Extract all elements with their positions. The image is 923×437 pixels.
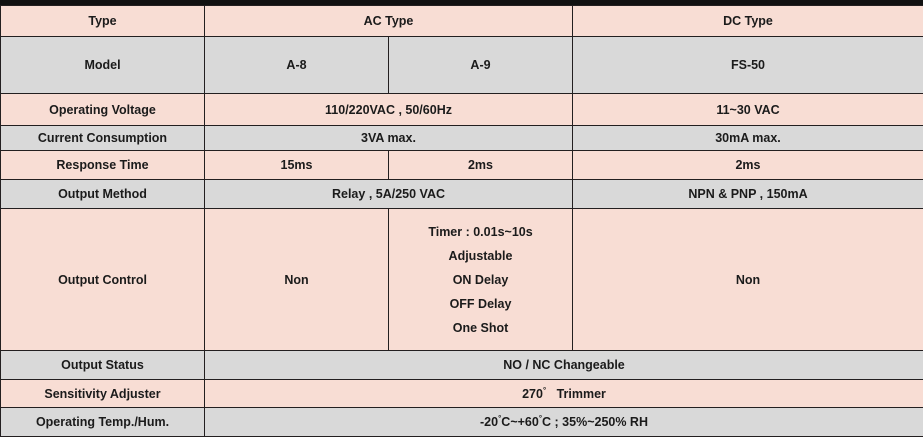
cell-output-control-a8: Non <box>205 209 389 351</box>
row-label-sensitivity-adjuster: Sensitivity Adjuster <box>1 380 205 408</box>
cell-current-consumption-dc: 30mA max. <box>573 126 923 151</box>
table-row: Output Status NO / NC Changeable <box>1 351 923 380</box>
table-row: Operating Temp./Hum. -20°C~+60°C ; 35%~2… <box>1 408 923 437</box>
cell-model-a9: A-9 <box>389 37 573 94</box>
cell-ac-type-header: AC Type <box>205 6 573 37</box>
output-control-line: ON Delay <box>395 268 566 292</box>
temp-low-unit: C <box>501 415 510 429</box>
table-row: Type AC Type DC Type <box>1 6 923 37</box>
row-label-model: Model <box>1 37 205 94</box>
output-control-line: Timer : 0.01s~10s <box>395 220 566 244</box>
degree-symbol-icon: ° <box>543 385 546 394</box>
cell-operating-voltage-dc: 11~30 VAC <box>573 94 923 126</box>
row-label-response-time: Response Time <box>1 151 205 180</box>
specification-table: Type AC Type DC Type Model A-8 A-9 FS-50… <box>0 5 923 437</box>
sensitivity-type: Trimmer <box>557 387 606 401</box>
cell-output-method-ac: Relay , 5A/250 VAC <box>205 180 573 209</box>
temp-separator: ~+ <box>510 415 525 429</box>
cell-output-status-value: NO / NC Changeable <box>205 351 923 380</box>
row-label-output-status: Output Status <box>1 351 205 380</box>
output-control-line: Adjustable <box>395 244 566 268</box>
temp-low-value: -20 <box>480 415 498 429</box>
cell-model-fs50: FS-50 <box>573 37 923 94</box>
cell-current-consumption-ac: 3VA max. <box>205 126 573 151</box>
row-label-operating-voltage: Operating Voltage <box>1 94 205 126</box>
table-row: Output Control Non Timer : 0.01s~10s Adj… <box>1 209 923 351</box>
table-row: Sensitivity Adjuster 270° Trimmer <box>1 380 923 408</box>
cell-operating-voltage-ac: 110/220VAC , 50/60Hz <box>205 94 573 126</box>
temp-high-value: 60 <box>525 415 539 429</box>
top-black-bar <box>0 0 923 5</box>
cell-sensitivity-adjuster-value: 270° Trimmer <box>205 380 923 408</box>
row-label-operating-temp-hum: Operating Temp./Hum. <box>1 408 205 437</box>
cell-response-time-a9: 2ms <box>389 151 573 180</box>
output-control-line: OFF Delay <box>395 292 566 316</box>
cell-dc-type-header: DC Type <box>573 6 923 37</box>
cell-output-control-fs50: Non <box>573 209 923 351</box>
cell-output-control-a9: Timer : 0.01s~10s Adjustable ON Delay OF… <box>389 209 573 351</box>
table-row: Response Time 15ms 2ms 2ms <box>1 151 923 180</box>
cell-output-method-dc: NPN & PNP , 150mA <box>573 180 923 209</box>
cell-response-time-fs50: 2ms <box>573 151 923 180</box>
cell-response-time-a8: 15ms <box>205 151 389 180</box>
row-label-output-control: Output Control <box>1 209 205 351</box>
humidity-range: ; 35%~250% RH <box>551 415 648 429</box>
row-label-current-consumption: Current Consumption <box>1 126 205 151</box>
temp-high-unit: C <box>542 415 551 429</box>
sensitivity-degrees: 270 <box>522 387 543 401</box>
table-row: Operating Voltage 110/220VAC , 50/60Hz 1… <box>1 94 923 126</box>
cell-operating-temp-hum-value: -20°C~+60°C ; 35%~250% RH <box>205 408 923 437</box>
row-label-type: Type <box>1 6 205 37</box>
output-control-line: One Shot <box>395 316 566 340</box>
table-row: Output Method Relay , 5A/250 VAC NPN & P… <box>1 180 923 209</box>
row-label-output-method: Output Method <box>1 180 205 209</box>
table-row: Model A-8 A-9 FS-50 <box>1 37 923 94</box>
cell-model-a8: A-8 <box>205 37 389 94</box>
table-row: Current Consumption 3VA max. 30mA max. <box>1 126 923 151</box>
